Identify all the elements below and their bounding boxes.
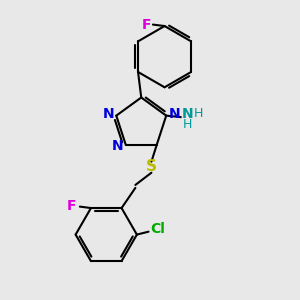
Text: N: N [102, 107, 114, 121]
Text: H: H [183, 118, 192, 131]
Text: Cl: Cl [150, 222, 165, 236]
Text: H: H [194, 107, 203, 120]
Text: S: S [146, 159, 157, 174]
Text: N: N [112, 140, 124, 153]
Text: N: N [169, 107, 180, 121]
Text: F: F [67, 199, 77, 213]
Text: F: F [142, 18, 151, 32]
Text: N: N [182, 106, 193, 121]
